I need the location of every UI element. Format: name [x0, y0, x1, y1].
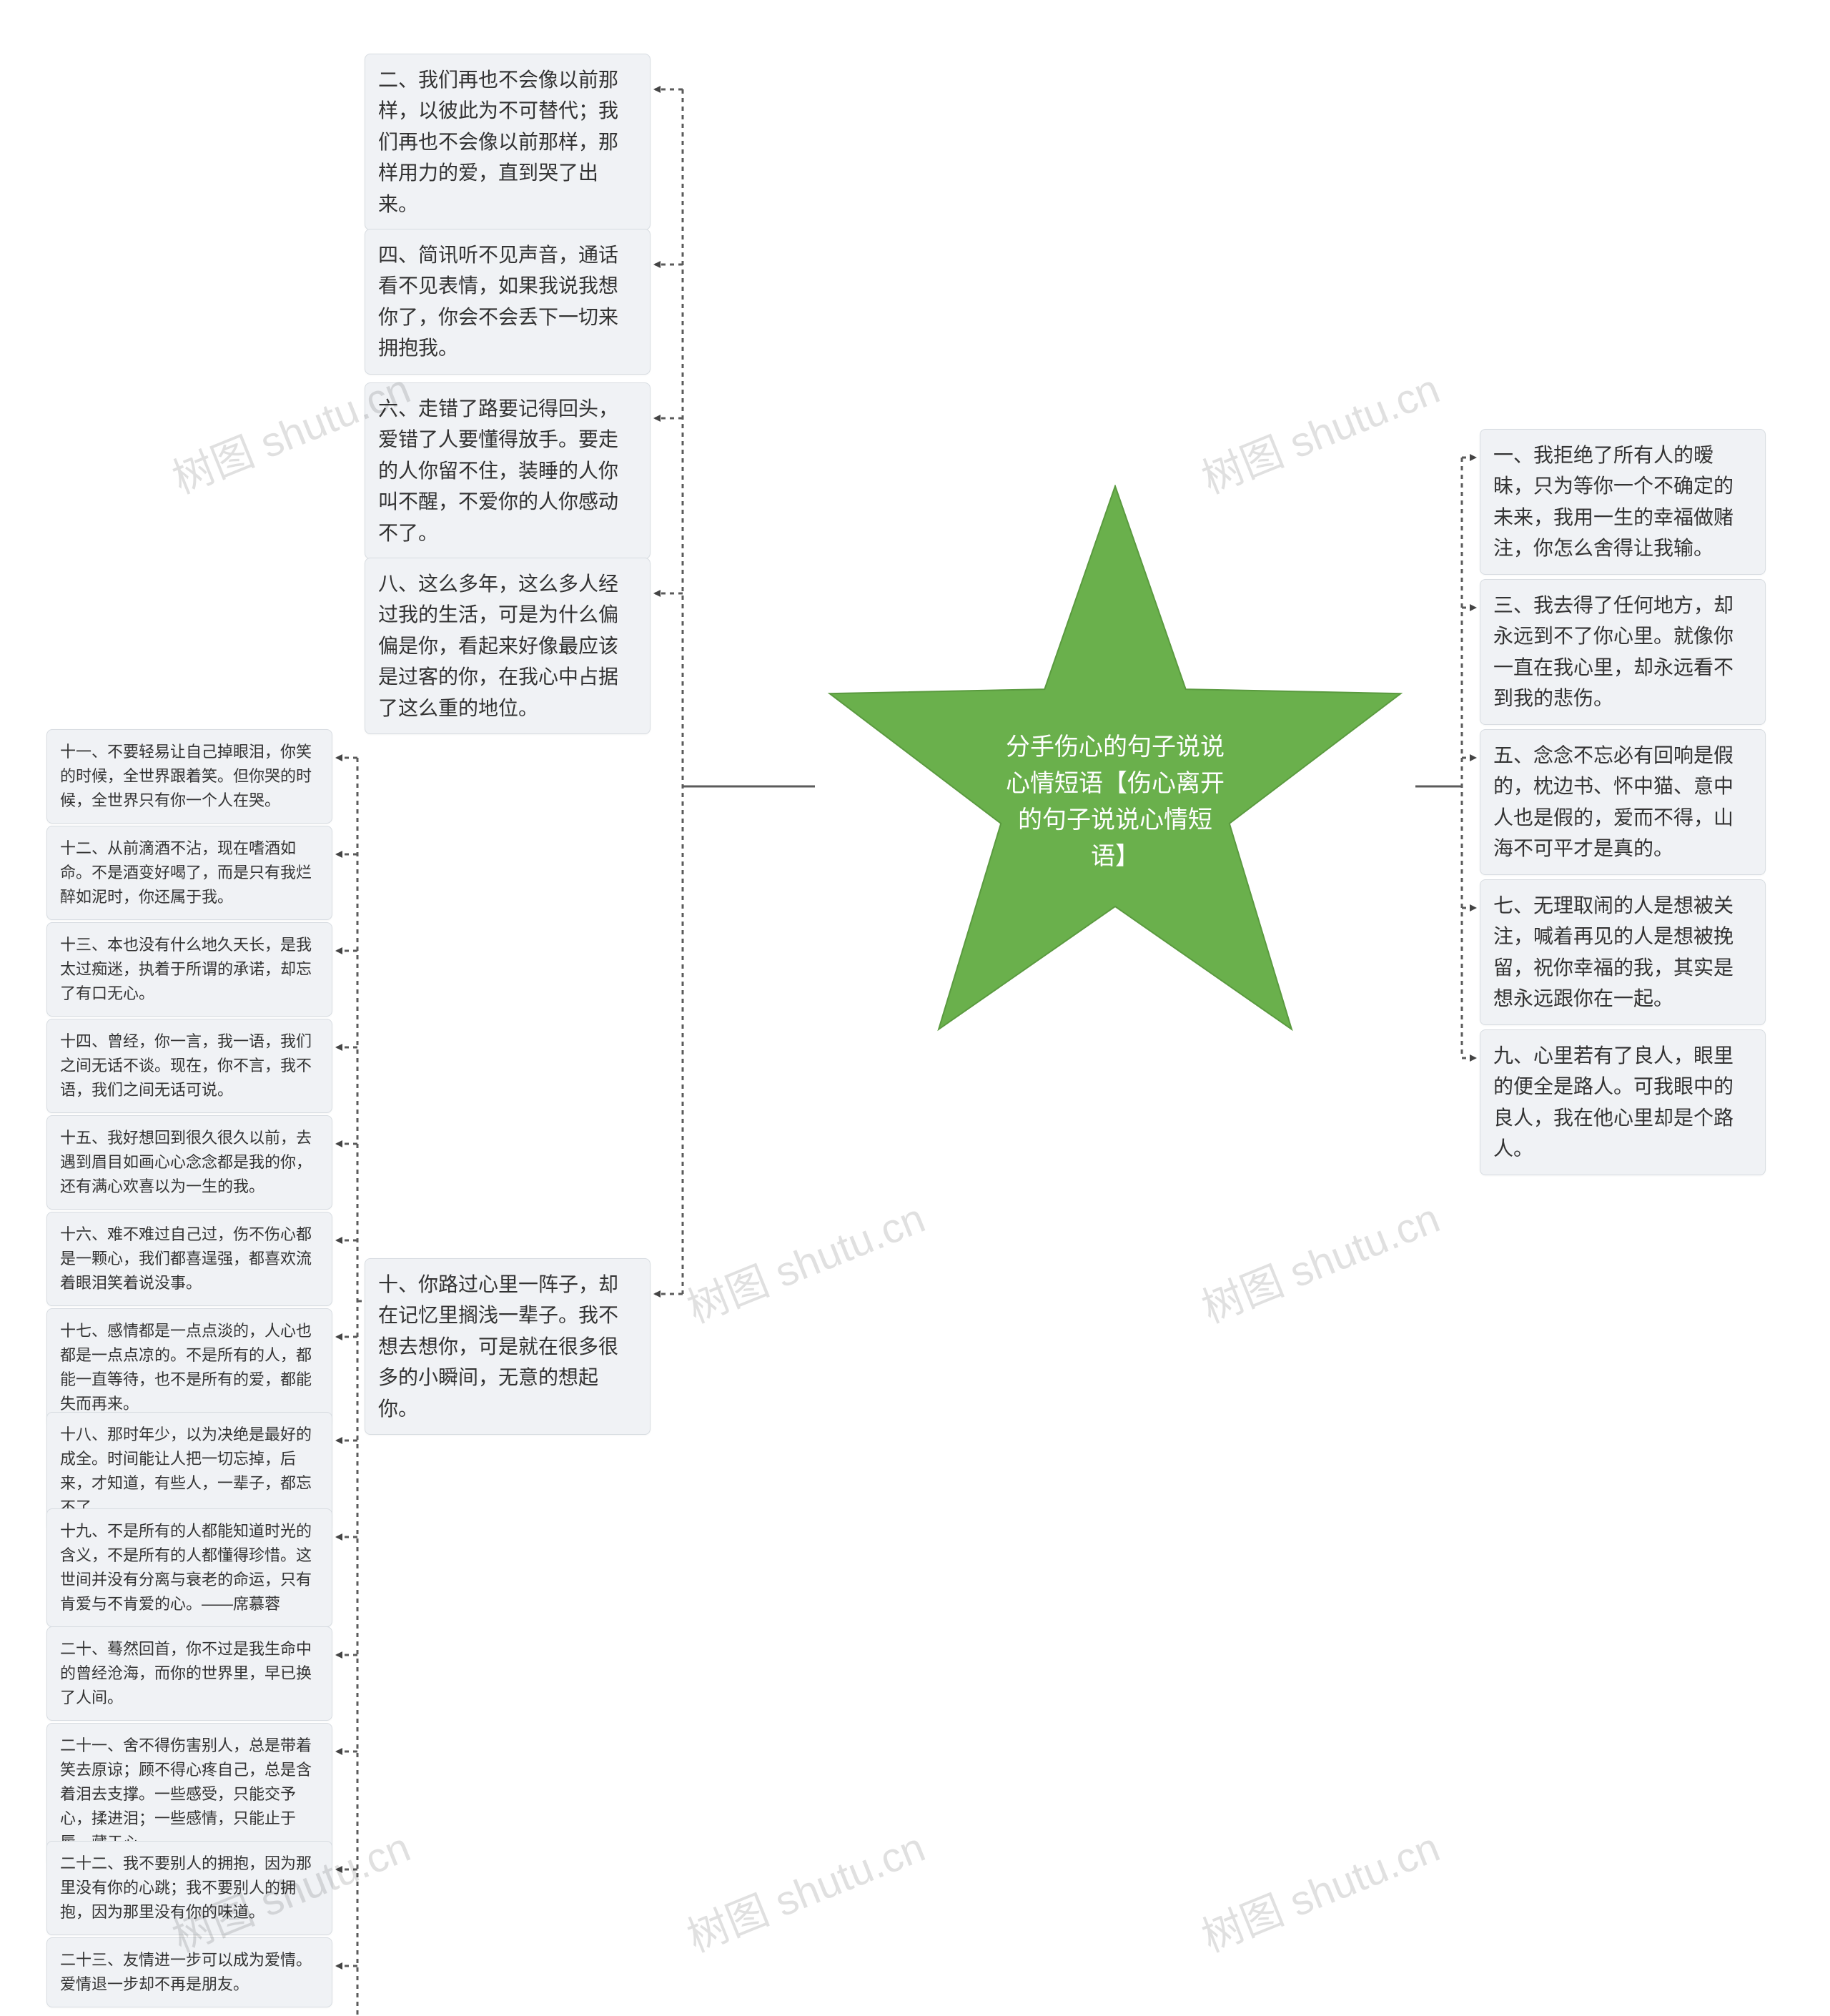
node-m4: 四、简讯听不见声音，通话看不见表情，如果我说我想你了，你会不会丢下一切来拥抱我。 [365, 229, 651, 375]
watermark: 树图 shutu.cn [677, 1185, 932, 1335]
node-r9: 九、心里若有了良人，眼里的便全是路人。可我眼中的良人，我在他心里却是个路人。 [1480, 1029, 1766, 1175]
node-l11: 十一、不要轻易让自己掉眼泪，你笑的时候，全世界跟着笑。但你哭的时候，全世界只有你… [46, 729, 332, 824]
node-l14: 十四、曾经，你一言，我一语，我们之间无话不谈。现在，你不言，我不语，我们之间无话… [46, 1019, 332, 1113]
node-l17: 十七、感情都是一点点淡的，人心也都是一点点凉的。不是所有的人，都能一直等待，也不… [46, 1308, 332, 1427]
watermark: 树图 shutu.cn [1192, 1814, 1447, 1964]
node-l13: 十三、本也没有什么地久天长，是我太过痴迷，执着于所谓的承诺，却忘了有口无心。 [46, 922, 332, 1017]
node-r7: 七、无理取闹的人是想被关注，喊着再见的人是想被挽留，祝你幸福的我，其实是想永远跟… [1480, 879, 1766, 1025]
watermark: 树图 shutu.cn [677, 1814, 932, 1964]
node-m6: 六、走错了路要记得回头，爱错了人要懂得放手。要走的人你留不住，装睡的人你叫不醒，… [365, 382, 651, 559]
watermark: 树图 shutu.cn [1192, 355, 1447, 505]
watermark: 树图 shutu.cn [1192, 1185, 1447, 1335]
node-l15: 十五、我好想回到很久很久以前，去遇到眉目如画心心念念都是我的你，还有满心欢喜以为… [46, 1115, 332, 1210]
star-shape [813, 485, 1417, 1088]
node-l20: 二十、蓦然回首，你不过是我生命中的曾经沧海，而你的世界里，早已换了人间。 [46, 1626, 332, 1721]
node-l23: 二十三、友情进一步可以成为爱情。爱情退一步却不再是朋友。 [46, 1937, 332, 2007]
node-r3: 三、我去得了任何地方，却永远到不了你心里。就像你一直在我心里，却永远看不到我的悲… [1480, 579, 1766, 725]
node-l16: 十六、难不难过自己过，伤不伤心都是一颗心，我们都喜逞强，都喜欢流着眼泪笑着说没事… [46, 1212, 332, 1306]
mindmap-stage: 分手伤心的句子说说心情短语【伤心离开的句子说说心情短语】 一、我拒绝了所有人的暧… [0, 0, 1830, 2016]
center-star [813, 485, 1417, 1088]
node-m8: 八、这么多年，这么多人经过我的生活，可是为什么偏偏是你，看起来好像最应该是过客的… [365, 558, 651, 734]
node-r1: 一、我拒绝了所有人的暧昧，只为等你一个不确定的未来，我用一生的幸福做赌注，你怎么… [1480, 429, 1766, 575]
node-l12: 十二、从前滴酒不沾，现在嗜酒如命。不是酒变好喝了，而是只有我烂醉如泥时，你还属于… [46, 826, 332, 920]
node-m10: 十、你路过心里一阵子，却在记忆里搁浅一辈子。我不想去想你，可是就在很多很多的小瞬… [365, 1258, 651, 1435]
node-l19: 十九、不是所有的人都能知道时光的含义，不是所有的人都懂得珍惜。这世间并没有分离与… [46, 1508, 332, 1627]
node-l22: 二十二、我不要别人的拥抱，因为那里没有你的心跳；我不要别人的拥抱，因为那里没有你… [46, 1841, 332, 1935]
node-m2: 二、我们再也不会像以前那样，以彼此为不可替代；我们再也不会像以前那样，那样用力的… [365, 54, 651, 230]
node-r5: 五、念念不忘必有回响是假的，枕边书、怀中猫、意中人也是假的，爱而不得，山海不可平… [1480, 729, 1766, 875]
